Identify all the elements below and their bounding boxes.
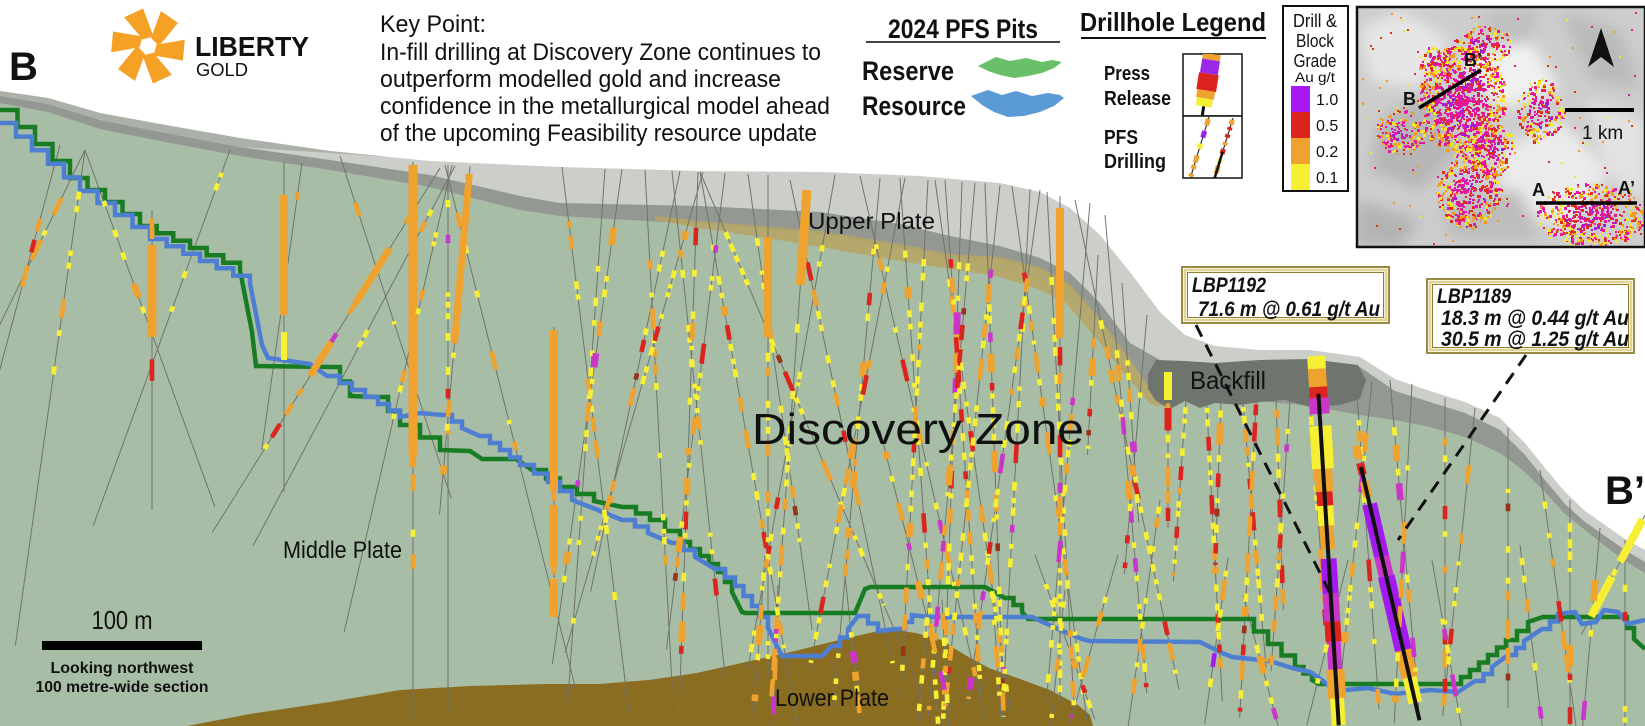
svg-text:Au g/t: Au g/t bbox=[1295, 69, 1335, 85]
svg-text:GOLD: GOLD bbox=[196, 60, 248, 80]
svg-text:Block: Block bbox=[1296, 31, 1335, 51]
svg-text:outperform modelled gold and i: outperform modelled gold and increase bbox=[380, 66, 781, 93]
svg-text:0.1: 0.1 bbox=[1316, 170, 1338, 187]
svg-text:0.5: 0.5 bbox=[1316, 118, 1338, 135]
svg-text:100 metre-wide section: 100 metre-wide section bbox=[36, 679, 209, 696]
svg-text:18.3 m @ 0.44 g/t Au: 18.3 m @ 0.44 g/t Au bbox=[1441, 307, 1629, 330]
svg-text:B: B bbox=[1403, 89, 1416, 109]
svg-text:1.0: 1.0 bbox=[1316, 92, 1338, 109]
svg-text:B’: B’ bbox=[1605, 469, 1645, 513]
svg-text:LIBERTY: LIBERTY bbox=[195, 31, 309, 62]
svg-text:LBP1192: LBP1192 bbox=[1192, 274, 1266, 297]
svg-text:Drillhole Legend: Drillhole Legend bbox=[1080, 7, 1266, 37]
svg-text:Looking northwest: Looking northwest bbox=[51, 660, 195, 677]
svg-text:A: A bbox=[1532, 180, 1545, 200]
svg-text:Key Point:: Key Point: bbox=[380, 11, 486, 38]
svg-text:Reserve: Reserve bbox=[862, 56, 954, 86]
svg-text:2024 PFS Pits: 2024 PFS Pits bbox=[888, 14, 1038, 44]
svg-text:B’: B’ bbox=[1464, 50, 1482, 70]
svg-text:Discovery Zone: Discovery Zone bbox=[752, 405, 1084, 454]
svg-text:Resource: Resource bbox=[862, 91, 966, 121]
svg-text:Middle Plate: Middle Plate bbox=[283, 537, 402, 564]
svg-text:0.2: 0.2 bbox=[1316, 144, 1338, 161]
svg-text:100 m: 100 m bbox=[92, 605, 153, 635]
svg-text:Backfill: Backfill bbox=[1190, 367, 1266, 395]
svg-text:30.5 m @ 1.25 g/t Au: 30.5 m @ 1.25 g/t Au bbox=[1441, 328, 1629, 351]
svg-text:B: B bbox=[9, 45, 38, 89]
svg-text:Drilling: Drilling bbox=[1104, 151, 1166, 173]
svg-text:Drill &: Drill & bbox=[1293, 11, 1337, 31]
svg-text:Grade: Grade bbox=[1294, 51, 1337, 71]
svg-text:A’: A’ bbox=[1618, 178, 1635, 198]
svg-text:Upper Plate: Upper Plate bbox=[808, 208, 935, 234]
svg-text:71.6 m @ 0.61 g/t Au: 71.6 m @ 0.61 g/t Au bbox=[1198, 298, 1380, 321]
svg-text:confidence in the metallurgica: confidence in the metallurgical model ah… bbox=[380, 93, 830, 120]
svg-text:Release: Release bbox=[1104, 88, 1171, 110]
svg-text:Lower Plate: Lower Plate bbox=[775, 685, 889, 712]
svg-text:PFS: PFS bbox=[1104, 127, 1138, 149]
svg-text:1 km: 1 km bbox=[1582, 123, 1623, 144]
svg-text:LBP1189: LBP1189 bbox=[1437, 285, 1511, 308]
svg-text:Press: Press bbox=[1104, 63, 1150, 85]
svg-text:In-fill drilling at Discovery: In-fill drilling at Discovery Zone conti… bbox=[380, 39, 821, 66]
svg-text:of the upcoming Feasibility re: of the upcoming Feasibility resource upd… bbox=[380, 120, 817, 147]
